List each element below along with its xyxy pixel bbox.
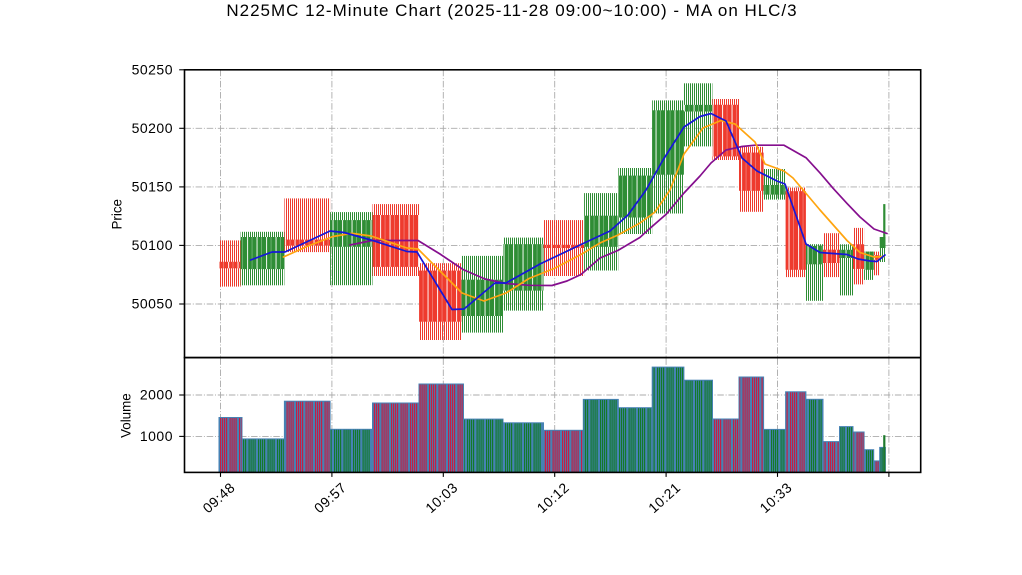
svg-text:50200: 50200 bbox=[132, 120, 173, 136]
svg-text:2000: 2000 bbox=[140, 387, 173, 403]
svg-text:50150: 50150 bbox=[132, 179, 173, 195]
svg-text:50250: 50250 bbox=[132, 61, 173, 77]
svg-text:1000: 1000 bbox=[140, 428, 173, 444]
svg-text:50050: 50050 bbox=[132, 296, 173, 312]
svg-text:Price: Price bbox=[110, 199, 125, 230]
svg-text:Volume: Volume bbox=[119, 393, 134, 438]
svg-text:50100: 50100 bbox=[132, 237, 173, 253]
svg-text:N225MC 12-Minute Chart (2025-1: N225MC 12-Minute Chart (2025-11-28 09:00… bbox=[226, 1, 797, 20]
